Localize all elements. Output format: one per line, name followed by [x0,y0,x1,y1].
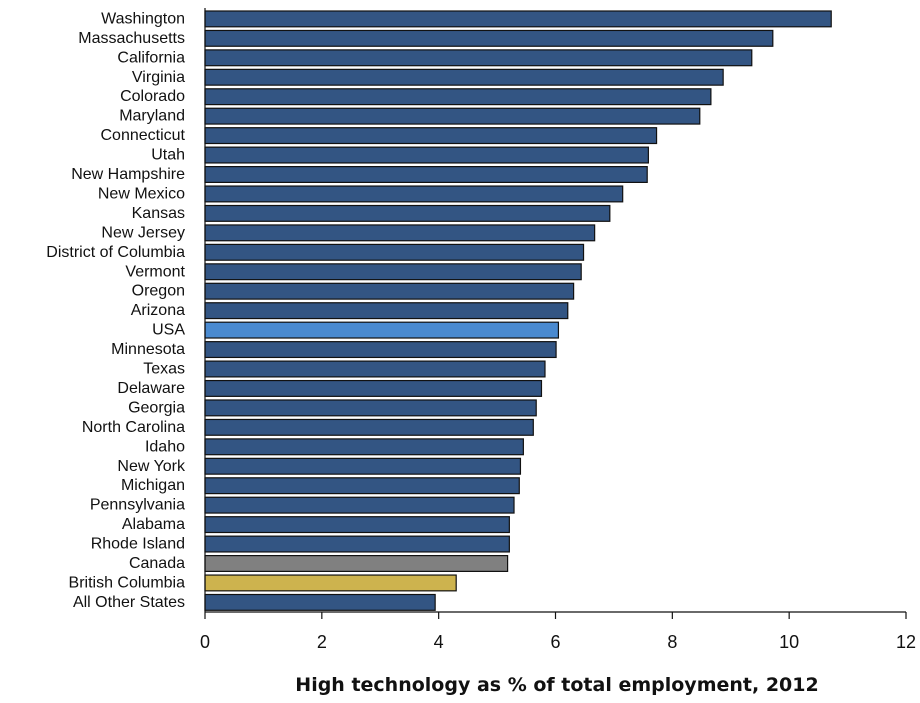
bar-washington [204,10,832,28]
bar-new-mexico [204,185,624,203]
x-tick-label: 6 [550,632,560,652]
category-label: Washington [101,10,185,27]
bar-texas [204,360,546,378]
category-label: New York [117,458,186,475]
bar-california [204,49,753,67]
category-label: California [117,49,185,66]
bar-vermont [204,263,582,281]
bar-canada [204,554,509,572]
bar-arizona [204,302,569,320]
bar-district-of-columbia [204,243,585,261]
bar-maryland [204,107,701,125]
category-label: Colorado [120,88,185,105]
bar-georgia [204,399,537,417]
x-axis-ticks: 0 2 4 6 8 10 12 [200,612,916,652]
category-label: Alabama [122,516,185,533]
bar-delaware [204,379,543,397]
x-tick-label: 10 [779,632,799,652]
bar-oregon [204,282,575,300]
x-tick-label: 8 [667,632,677,652]
x-axis-title: High technology as % of total employment… [295,674,818,696]
category-label: Kansas [132,205,185,222]
bar-alabama [204,516,510,534]
category-label: All Other States [73,594,185,611]
category-label: Utah [151,147,185,164]
bar-minnesota [204,341,557,359]
bar-connecticut [204,127,658,145]
bar-new-hampshire [204,166,648,184]
category-label: British Columbia [69,574,186,591]
bar-pennsylvania [204,496,515,514]
bar-north-carolina [204,418,534,436]
category-label: Delaware [117,380,185,397]
category-label: USA [152,322,185,339]
bar-all-other-states [204,593,436,611]
bar-new-jersey [204,224,596,242]
x-tick-label: 0 [200,632,210,652]
bar-colorado [204,88,712,106]
bars-layer [204,10,832,611]
category-label: Minnesota [111,341,185,358]
bar-virginia [204,68,724,86]
category-label: Idaho [145,438,185,455]
category-label: Connecticut [101,127,186,144]
bar-rhode-island [204,535,510,553]
category-label: Michigan [121,477,185,494]
category-label: Rhode Island [91,536,185,553]
x-tick-label: 4 [434,632,444,652]
bar-utah [204,146,649,164]
category-label: New Hampshire [71,166,185,183]
x-tick-label: 2 [317,632,327,652]
category-label: Virginia [132,69,185,86]
category-label: Georgia [128,399,185,416]
bar-british-columbia [204,574,457,592]
category-label: Pennsylvania [90,497,185,514]
category-label: Arizona [131,302,185,319]
category-label: Texas [143,361,185,378]
category-labels: Washington Massachusetts California Virgini… [46,10,186,611]
category-label: Massachusetts [78,30,185,47]
category-label: Canada [129,555,185,572]
category-label: New Mexico [98,185,185,202]
x-tick-label: 12 [896,632,916,652]
category-label: Vermont [125,263,185,280]
bar-kansas [204,204,611,222]
bar-new-york [204,457,522,475]
bar-usa [204,321,560,339]
bar-idaho [204,438,524,456]
category-label: Maryland [119,108,185,125]
bar-michigan [204,477,520,495]
category-label: District of Columbia [46,244,185,261]
category-label: North Carolina [82,419,185,436]
bar-massachusetts [204,29,774,47]
category-label: New Jersey [101,224,185,241]
category-label: Oregon [132,283,185,300]
